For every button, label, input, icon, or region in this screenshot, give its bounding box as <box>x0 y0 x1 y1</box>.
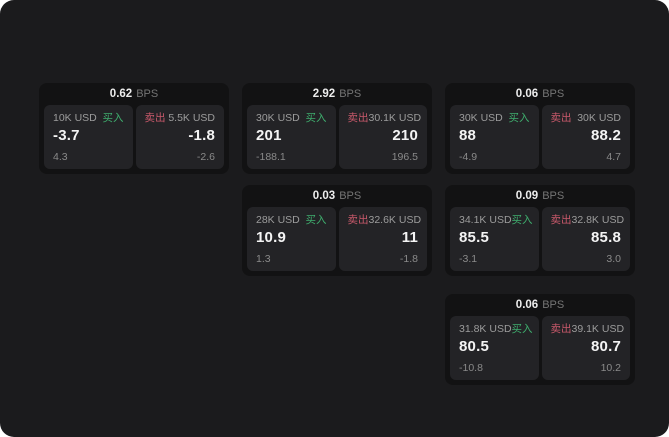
sell-label: 卖出 <box>347 214 369 226</box>
sell-panel[interactable]: 卖出 39.1K USD 80.7 10.2 <box>541 316 630 380</box>
buy-amount: 34.1K USD <box>459 214 512 226</box>
buy-panel[interactable]: 34.1K USD 买入 85.5 -3.1 <box>450 207 539 271</box>
sell-change: 10.2 <box>600 362 621 374</box>
buy-label: 买入 <box>511 214 533 226</box>
quote-card: 0.09 BPS 34.1K USD 买入 85.5 -3.1 卖出 32.8K… <box>445 185 635 276</box>
sell-label: 卖出 <box>550 323 572 335</box>
card-header: 0.06 BPS <box>445 294 635 316</box>
buy-panel[interactable]: 31.8K USD 买入 80.5 -10.8 <box>450 316 539 380</box>
quote-card: 0.03 BPS 28K USD 买入 10.9 1.3 卖出 32.6K US… <box>242 185 432 276</box>
buy-price: 10.9 <box>256 229 286 246</box>
sell-panel[interactable]: 卖出 32.6K USD 11 -1.8 <box>338 207 427 271</box>
buy-label: 买入 <box>508 112 530 124</box>
bps-unit-label: BPS <box>542 299 565 311</box>
card-header: 0.62 BPS <box>39 83 229 105</box>
bps-unit-label: BPS <box>542 88 565 100</box>
buy-amount: 30K USD <box>459 112 503 124</box>
buy-price: 88 <box>459 127 477 144</box>
buy-change: -4.9 <box>459 151 478 163</box>
sell-amount: 30.1K USD <box>368 112 422 124</box>
sell-panel[interactable]: 卖出 30.1K USD 210 196.5 <box>338 105 427 169</box>
card-header: 2.92 BPS <box>242 83 432 105</box>
sell-price: 11 <box>401 229 418 246</box>
card-header: 0.03 BPS <box>242 185 432 207</box>
quote-card: 0.62 BPS 10K USD 买入 -3.7 4.3 卖出 5.5K USD… <box>39 83 229 174</box>
quote-card: 2.92 BPS 30K USD 买入 201 -188.1 卖出 30.1K … <box>242 83 432 174</box>
quote-card: 0.06 BPS 30K USD 买入 88 -4.9 卖出 30K USD 8… <box>445 83 635 174</box>
sell-price: 80.7 <box>591 338 621 355</box>
sell-amount: 32.8K USD <box>571 214 625 226</box>
buy-label: 买入 <box>102 112 124 124</box>
sell-change: 196.5 <box>391 151 418 163</box>
buy-label: 买入 <box>305 112 327 124</box>
sell-change: -2.6 <box>196 151 215 163</box>
sell-label: 卖出 <box>347 112 369 124</box>
sell-change: 4.7 <box>606 151 621 163</box>
buy-change: 1.3 <box>256 253 271 265</box>
bps-unit-label: BPS <box>136 88 159 100</box>
buy-amount: 30K USD <box>256 112 300 124</box>
sell-amount: 30K USD <box>577 112 621 124</box>
buy-panel[interactable]: 30K USD 买入 88 -4.9 <box>450 105 539 169</box>
buy-change: -188.1 <box>256 151 286 163</box>
bps-value: 2.92 <box>312 88 336 100</box>
bps-value: 0.06 <box>515 299 539 311</box>
bps-unit-label: BPS <box>339 88 362 100</box>
buy-label: 买入 <box>511 323 533 335</box>
card-header: 0.06 BPS <box>445 83 635 105</box>
sell-price: 210 <box>392 127 418 144</box>
sell-price: 85.8 <box>591 229 621 246</box>
sell-amount: 5.5K USD <box>168 112 215 124</box>
sell-panel[interactable]: 卖出 32.8K USD 85.8 3.0 <box>541 207 630 271</box>
buy-change: 4.3 <box>53 151 68 163</box>
sell-label: 卖出 <box>550 112 572 124</box>
bps-unit-label: BPS <box>542 190 565 202</box>
sell-label: 卖出 <box>144 112 166 124</box>
buy-price: 80.5 <box>459 338 489 355</box>
buy-panel[interactable]: 10K USD 买入 -3.7 4.3 <box>44 105 133 169</box>
card-header: 0.09 BPS <box>445 185 635 207</box>
bps-value: 0.62 <box>109 88 133 100</box>
sell-price: 88.2 <box>591 127 621 144</box>
sell-amount: 32.6K USD <box>368 214 422 226</box>
sell-panel[interactable]: 卖出 30K USD 88.2 4.7 <box>541 105 630 169</box>
buy-change: -10.8 <box>459 362 483 374</box>
buy-panel[interactable]: 28K USD 买入 10.9 1.3 <box>247 207 336 271</box>
buy-label: 买入 <box>305 214 327 226</box>
bps-value: 0.03 <box>312 190 336 202</box>
sell-amount: 39.1K USD <box>571 323 625 335</box>
bps-value: 0.06 <box>515 88 539 100</box>
buy-panel[interactable]: 30K USD 买入 201 -188.1 <box>247 105 336 169</box>
buy-amount: 28K USD <box>256 214 300 226</box>
sell-price: -1.8 <box>188 127 215 144</box>
buy-change: -3.1 <box>459 253 478 265</box>
sell-panel[interactable]: 卖出 5.5K USD -1.8 -2.6 <box>135 105 224 169</box>
sell-change: -1.8 <box>399 253 418 265</box>
buy-amount: 31.8K USD <box>459 323 512 335</box>
buy-amount: 10K USD <box>53 112 97 124</box>
bps-unit-label: BPS <box>339 190 362 202</box>
buy-price: 201 <box>256 127 282 144</box>
buy-price: 85.5 <box>459 229 489 246</box>
quote-card: 0.06 BPS 31.8K USD 买入 80.5 -10.8 卖出 39.1… <box>445 294 635 385</box>
bps-value: 0.09 <box>515 190 539 202</box>
sell-change: 3.0 <box>606 253 621 265</box>
sell-label: 卖出 <box>550 214 572 226</box>
buy-price: -3.7 <box>53 127 80 144</box>
